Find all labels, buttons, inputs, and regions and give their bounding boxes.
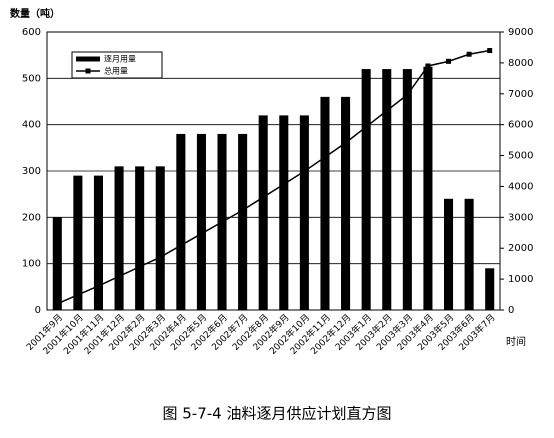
bar: [238, 133, 248, 310]
bar: [52, 217, 62, 310]
y2-tick-label: 5000: [508, 151, 533, 162]
marker: [157, 254, 163, 260]
bar: [114, 166, 124, 310]
marker: [240, 207, 246, 213]
bar: [135, 166, 145, 310]
marker: [95, 283, 101, 289]
bar: [341, 96, 351, 310]
y2-tick-label: 4000: [508, 181, 533, 192]
marker: [54, 301, 60, 307]
y-tick-label: 500: [22, 73, 41, 84]
legend-swatch: [76, 56, 100, 62]
bar: [320, 96, 330, 310]
y-tick-label: 0: [35, 305, 41, 316]
y-tick-label: 600: [22, 27, 41, 38]
legend-label: 总用量: [104, 66, 128, 76]
marker: [198, 231, 204, 237]
y-tick-label: 100: [22, 259, 41, 270]
marker: [260, 194, 266, 200]
y-tick-label: 400: [22, 120, 41, 131]
bar: [176, 133, 186, 310]
bar: [279, 115, 289, 311]
y2-tick-label: 0: [508, 305, 514, 316]
bar: [402, 69, 412, 310]
x-axis-title: 时间: [506, 335, 526, 348]
marker: [384, 108, 390, 114]
marker: [301, 168, 307, 174]
marker: [75, 292, 81, 298]
caption: 图 5-7-4 油料逐月供应计划直方图: [163, 405, 392, 423]
legend-swatch: [85, 68, 91, 74]
marker: [137, 264, 143, 270]
marker: [343, 140, 349, 146]
bar: [299, 115, 309, 311]
legend-label: 逐月用量: [104, 55, 136, 64]
marker: [363, 124, 369, 130]
y2-tick-label: 6000: [508, 120, 533, 131]
y2-tick-label: 7000: [508, 89, 533, 100]
marker: [404, 92, 410, 98]
y-tick-label: 200: [22, 212, 41, 223]
bar: [382, 69, 392, 310]
bar: [485, 268, 495, 310]
marker: [446, 58, 452, 64]
y-tick-label: 300: [22, 166, 41, 177]
marker: [322, 154, 328, 160]
marker: [116, 273, 122, 279]
bar: [423, 66, 433, 310]
bar: [361, 69, 371, 310]
marker: [466, 51, 472, 57]
y2-tick-label: 1000: [508, 274, 533, 285]
bar: [464, 198, 474, 310]
bar: [196, 133, 206, 310]
plot-frame: [46, 31, 501, 311]
y-axis-title: 数量（吨）: [10, 7, 60, 20]
marker: [425, 63, 431, 69]
y2-tick-label: 9000: [508, 27, 533, 38]
bar: [443, 198, 454, 310]
bar: [258, 115, 268, 311]
bar: [93, 175, 104, 310]
marker: [219, 219, 225, 225]
marker: [487, 48, 493, 54]
y2-tick-label: 2000: [508, 243, 533, 254]
marker: [178, 242, 184, 248]
bar: [155, 166, 165, 310]
marker: [281, 181, 287, 187]
y2-tick-label: 3000: [508, 212, 533, 223]
line: [56, 49, 490, 305]
bar: [73, 175, 83, 310]
legend-box: [71, 51, 163, 79]
y2-tick-label: 8000: [508, 58, 533, 69]
